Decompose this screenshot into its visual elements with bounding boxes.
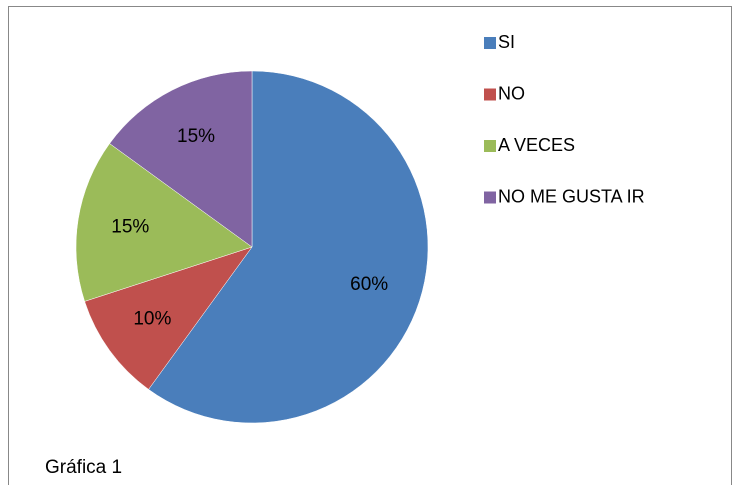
pie-slice bbox=[84, 246, 253, 390]
legend-label: SI bbox=[498, 32, 515, 52]
data-label: 15% bbox=[111, 217, 149, 238]
data-label: 10% bbox=[133, 308, 171, 329]
data-label: 15% bbox=[177, 126, 215, 147]
legend-swatch bbox=[484, 140, 496, 152]
legend-swatch bbox=[484, 37, 496, 49]
pie-slice bbox=[109, 70, 253, 248]
legend-label: A VECES bbox=[498, 135, 575, 155]
pie-slice bbox=[148, 70, 429, 424]
legend-swatch bbox=[484, 191, 496, 204]
data-label: 60% bbox=[350, 274, 388, 295]
annotation: Gráfica 1 bbox=[45, 457, 122, 478]
legend-label: NO bbox=[498, 83, 525, 103]
legend-swatch bbox=[484, 88, 496, 101]
legend-label: NO ME GUSTA IR bbox=[498, 186, 645, 206]
pie-slice bbox=[75, 143, 253, 302]
